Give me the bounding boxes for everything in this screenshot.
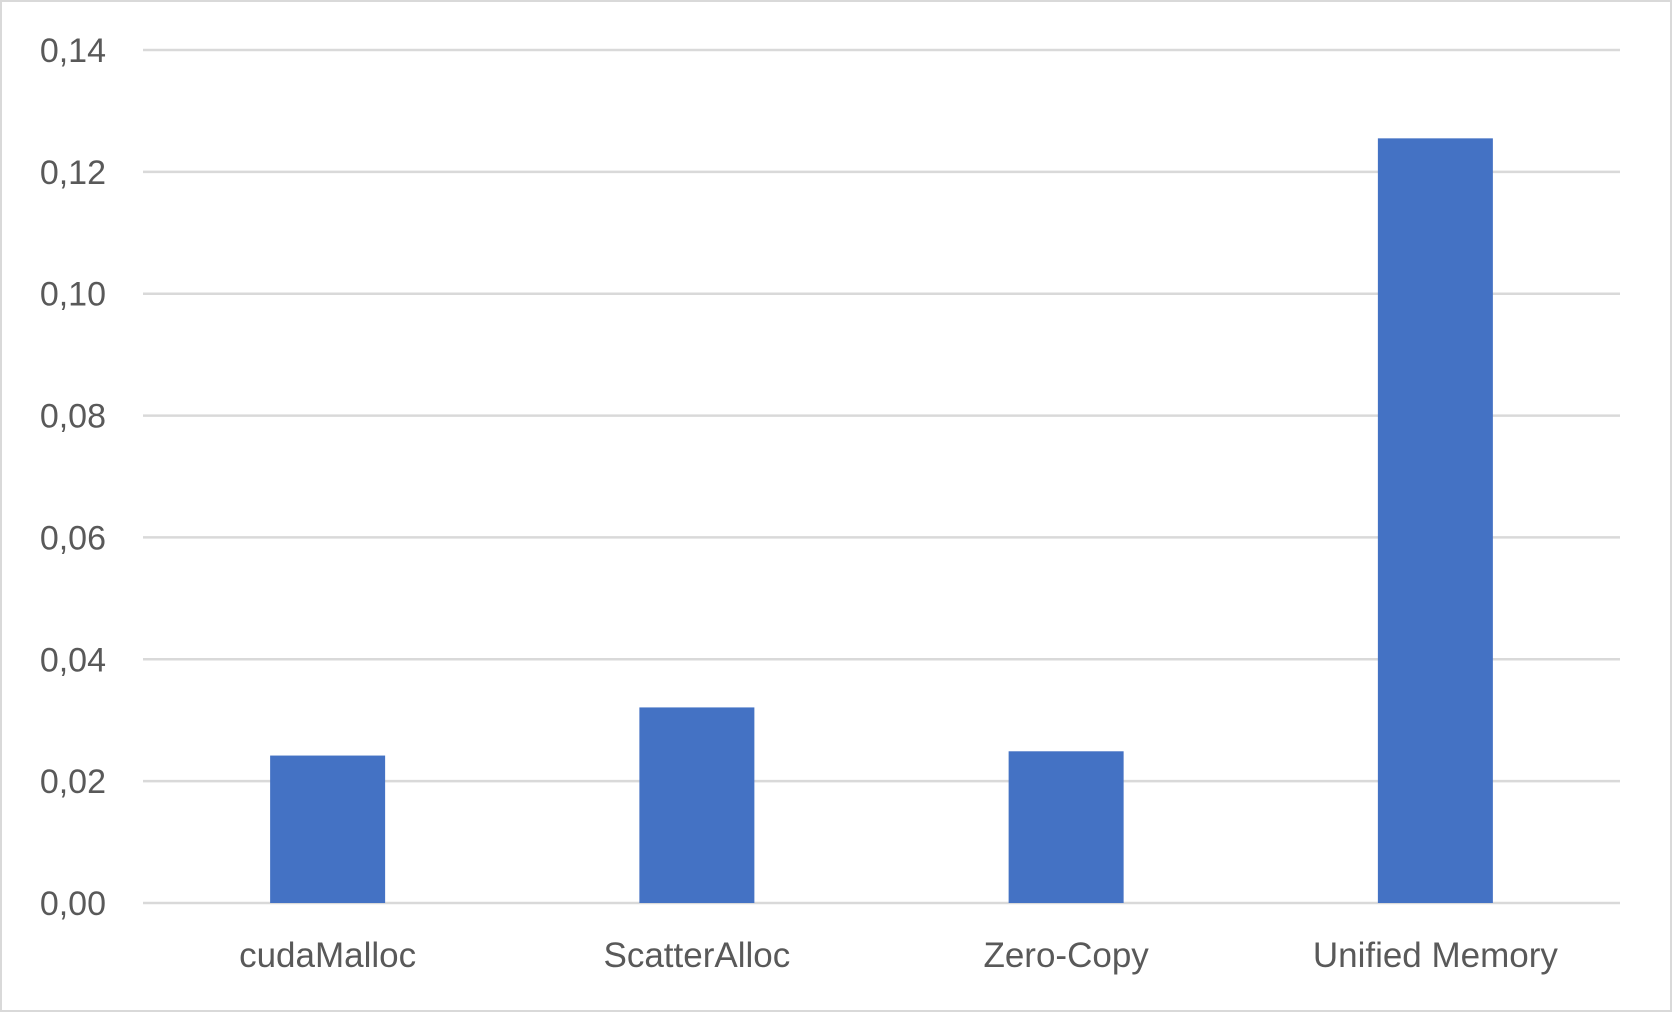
y-tick-label: 0,04 xyxy=(40,641,106,679)
bar xyxy=(639,707,755,903)
y-tick-label: 0,00 xyxy=(40,885,106,923)
y-tick-label: 0,02 xyxy=(40,763,106,801)
bar xyxy=(270,755,386,903)
y-tick-label: 0,10 xyxy=(40,276,106,314)
bars xyxy=(270,138,1493,903)
y-tick-label: 0,12 xyxy=(40,154,106,192)
gridlines xyxy=(143,48,1620,905)
y-tick-label: 0,06 xyxy=(40,519,106,557)
x-axis-category-labels: cudaMalloc ScatterAlloc Zero-Copy Unified M… xyxy=(239,936,1558,975)
y-tick-label: 0,08 xyxy=(40,398,106,436)
x-category-label: cudaMalloc xyxy=(239,936,416,975)
y-axis-tick-labels: 0,00 0,02 0,04 0,06 0,08 0,10 0,12 0,14 xyxy=(40,32,106,923)
x-category-label: Zero-Copy xyxy=(983,936,1149,975)
x-category-label: ScatterAlloc xyxy=(604,936,791,975)
y-tick-label: 0,14 xyxy=(40,32,106,70)
x-category-label: Unified Memory xyxy=(1313,936,1559,975)
bar xyxy=(1377,138,1493,903)
bar xyxy=(1008,751,1124,903)
